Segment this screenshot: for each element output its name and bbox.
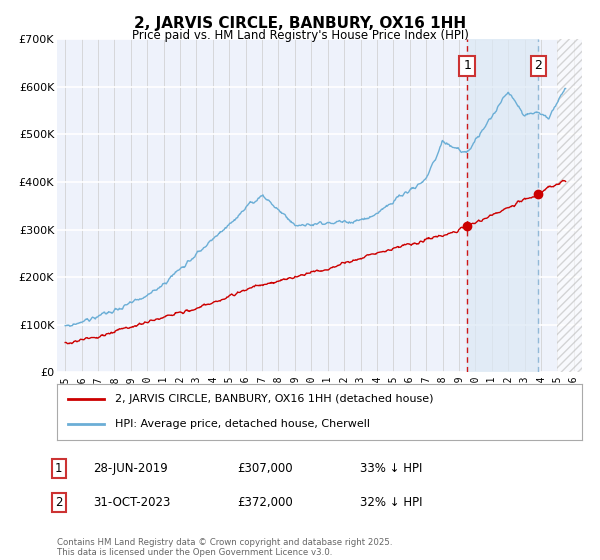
Text: 33% ↓ HPI: 33% ↓ HPI: [360, 462, 422, 475]
Text: 2: 2: [55, 496, 62, 509]
Text: Contains HM Land Registry data © Crown copyright and database right 2025.
This d: Contains HM Land Registry data © Crown c…: [57, 538, 392, 557]
Text: 31-OCT-2023: 31-OCT-2023: [93, 496, 170, 509]
Text: 1: 1: [55, 462, 62, 475]
Text: 1: 1: [463, 59, 471, 72]
Bar: [557, 39, 582, 372]
Text: 2: 2: [534, 59, 542, 72]
Text: 2, JARVIS CIRCLE, BANBURY, OX16 1HH (detached house): 2, JARVIS CIRCLE, BANBURY, OX16 1HH (det…: [115, 394, 433, 404]
Bar: [557, 39, 582, 372]
Text: £372,000: £372,000: [237, 496, 293, 509]
Text: HPI: Average price, detached house, Cherwell: HPI: Average price, detached house, Cher…: [115, 419, 370, 429]
Text: Price paid vs. HM Land Registry's House Price Index (HPI): Price paid vs. HM Land Registry's House …: [131, 29, 469, 42]
Text: 2, JARVIS CIRCLE, BANBURY, OX16 1HH: 2, JARVIS CIRCLE, BANBURY, OX16 1HH: [134, 16, 466, 31]
Text: 32% ↓ HPI: 32% ↓ HPI: [360, 496, 422, 509]
Text: 28-JUN-2019: 28-JUN-2019: [93, 462, 168, 475]
Text: £307,000: £307,000: [237, 462, 293, 475]
Bar: [467, 39, 538, 372]
